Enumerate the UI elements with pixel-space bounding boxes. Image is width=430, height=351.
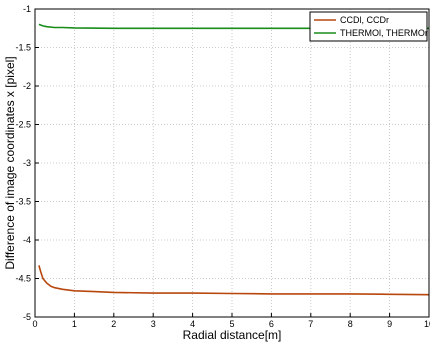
legend: CCDl, CCDr THERMOl, THERMOr: [309, 11, 428, 42]
x-axis-label: Radial distance[m]: [183, 328, 282, 342]
y-axis-label: Difference of image coordinates x [pixel…: [3, 56, 17, 269]
x-tick-label: 7: [308, 319, 313, 329]
y-tick-label: -2: [23, 81, 31, 91]
axis-ticks: 0 1 2 3 4 5 6 7 8 9 10 -1 -1.5 -2 -2.5 -3 -3.5 -4 -4.5 -5: [15, 4, 430, 329]
y-tick-label: -1: [23, 4, 31, 14]
y-tick-label: -3: [23, 158, 31, 168]
y-tick-label: -4.5: [15, 274, 31, 284]
y-tick-label: -4: [23, 235, 31, 245]
x-tick-label: 2: [111, 319, 116, 329]
x-tick-label: 9: [387, 319, 392, 329]
x-tick-label: 1: [72, 319, 77, 329]
x-tick-label: 3: [151, 319, 156, 329]
series-line-ccd: [38, 265, 430, 296]
x-tick-label: 4: [190, 319, 195, 329]
x-tick-label: 5: [229, 319, 234, 329]
y-tick-label: -1.5: [15, 43, 31, 53]
legend-label-ccd: CCDl, CCDr: [340, 15, 389, 25]
grid-lines: [35, 9, 429, 317]
y-tick-label: -3.5: [15, 197, 31, 207]
legend-box: [309, 11, 428, 42]
x-tick-label: 6: [269, 319, 274, 329]
x-tick-label: 8: [348, 319, 353, 329]
y-tick-label: -2.5: [15, 120, 31, 130]
x-tick-label: 10: [424, 319, 430, 329]
x-tick-label: 0: [32, 319, 37, 329]
y-tick-label: -5: [23, 312, 31, 322]
legend-label-thermo: THERMOl, THERMOr: [340, 28, 428, 38]
